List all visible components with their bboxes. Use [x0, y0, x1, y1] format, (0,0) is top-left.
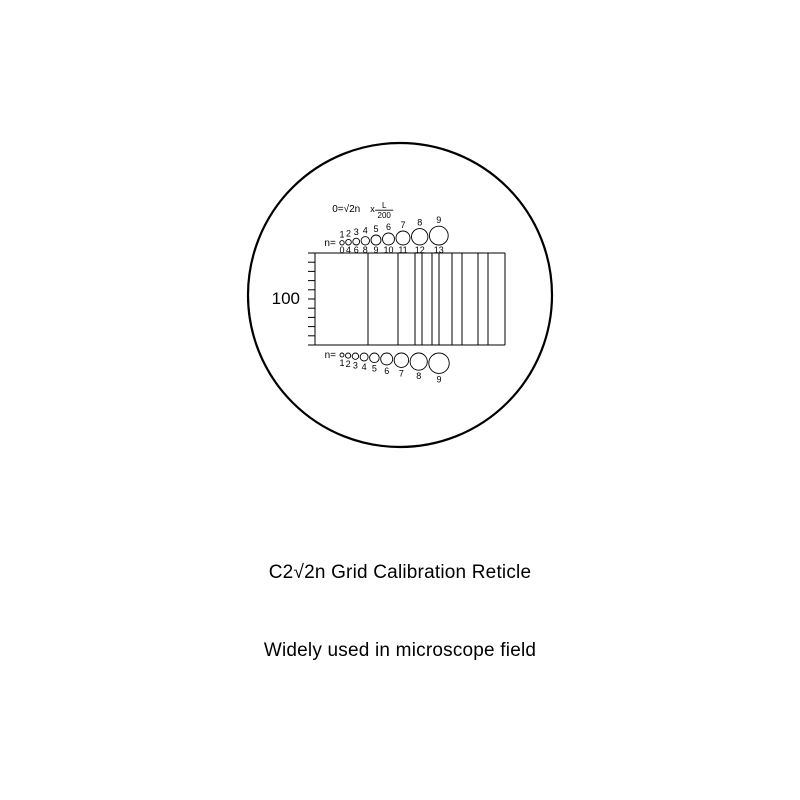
caption-primary-text: C2√2n Grid Calibration Reticle: [269, 562, 531, 583]
svg-text:1: 1: [339, 358, 344, 368]
svg-text:9: 9: [373, 245, 378, 255]
svg-text:3: 3: [353, 360, 358, 370]
svg-text:6: 6: [386, 222, 391, 232]
svg-text:6: 6: [384, 366, 389, 376]
svg-text:8: 8: [417, 218, 422, 228]
svg-text:8: 8: [363, 245, 368, 255]
svg-text:x: x: [370, 204, 375, 214]
svg-text:2: 2: [346, 228, 351, 238]
svg-text:n=: n=: [324, 238, 336, 249]
svg-text:n=: n=: [325, 350, 337, 361]
svg-text:10: 10: [383, 245, 393, 255]
svg-text:12: 12: [415, 245, 425, 255]
svg-text:0=√2n: 0=√2n: [332, 203, 360, 215]
caption-secondary-text: Widely used in microscope field: [264, 640, 536, 661]
svg-text:4: 4: [362, 362, 367, 372]
svg-text:9: 9: [436, 374, 441, 384]
svg-text:5: 5: [372, 364, 377, 374]
caption-secondary: Widely used in microscope field: [0, 640, 800, 662]
svg-text:3: 3: [354, 227, 359, 237]
svg-text:4: 4: [346, 245, 351, 255]
svg-text:1: 1: [339, 230, 344, 240]
caption-primary: C2√2n Grid Calibration Reticle: [0, 562, 800, 584]
svg-text:8: 8: [416, 371, 421, 381]
svg-text:7: 7: [399, 368, 404, 378]
svg-text:9: 9: [436, 215, 441, 225]
svg-text:L: L: [382, 201, 387, 210]
reticle-diagram: 1001024364859610711812913n=0=√2nxL200123…: [240, 135, 560, 455]
svg-text:13: 13: [434, 245, 444, 255]
svg-text:6: 6: [354, 245, 359, 255]
svg-text:5: 5: [373, 224, 378, 234]
svg-text:7: 7: [400, 220, 405, 230]
svg-text:11: 11: [398, 245, 407, 255]
svg-text:200: 200: [378, 211, 392, 220]
svg-text:2: 2: [346, 359, 351, 369]
svg-text:0: 0: [339, 245, 344, 255]
svg-text:4: 4: [363, 226, 368, 236]
svg-text:100: 100: [272, 289, 300, 308]
